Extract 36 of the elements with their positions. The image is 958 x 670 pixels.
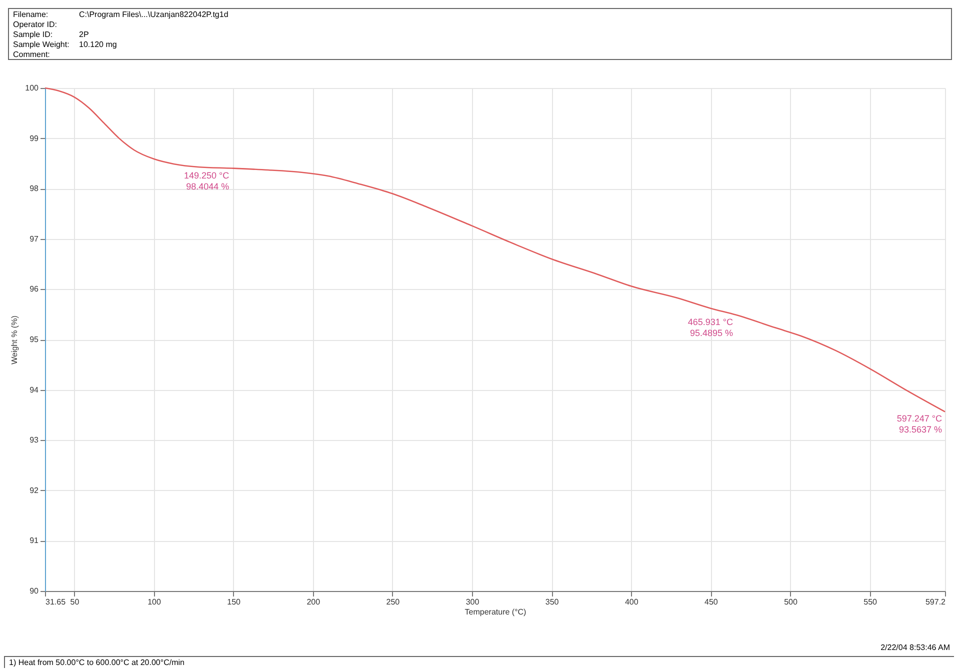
x-tick-label: 150 [227, 598, 242, 606]
y-tick-label: 92 [30, 486, 40, 495]
y-tick-label: 91 [30, 536, 40, 546]
x-tick-label: 550 [864, 598, 878, 606]
text: 1) Heat from 50.00°C to 600.00°C at 20.00°C/min [4, 656, 954, 668]
x-tick-label: 450 [704, 598, 718, 606]
x-tick-label: 400 [624, 598, 639, 606]
y-tick-label: 98 [30, 184, 40, 194]
text: 2/22/04 8:53:46 AM [880, 643, 950, 652]
y-tick-label: 96 [30, 284, 40, 294]
annotation: 149.250 °C 98.4044 % [184, 170, 230, 192]
x-tick-label: 300 [466, 598, 480, 606]
y-tick-label: 90 [30, 586, 40, 596]
x-tick-label: 250 [386, 598, 400, 606]
text: Sample Weight: 10.120 mg [13, 40, 117, 49]
x-tick-label: 100 [148, 598, 162, 606]
y-tick-label: 93 [30, 436, 40, 445]
text: Sample ID: 2P [13, 30, 89, 39]
y-tick-label: 100 [25, 84, 40, 92]
y-tick-label: 97 [30, 234, 40, 244]
x-tick-label: 597.2 [925, 598, 946, 606]
annotation: 465.931 °C 95.4895 % [688, 316, 734, 338]
x-axis-title: Temperature (°C) [464, 608, 527, 616]
x-tick-label: 500 [784, 598, 798, 606]
annotation: 597.247 °C 93.5637 % [896, 414, 942, 435]
x-tick-label: 200 [306, 598, 321, 606]
y-tick-label: 95 [30, 335, 40, 344]
y-tick-label: 94 [30, 385, 40, 394]
y-axis-title: Weight % (%) [10, 315, 20, 364]
text: Filename: C:\Program Files\...\Uzanjan822042P.tg1d [13, 10, 228, 19]
x-tick-label: 350 [545, 598, 560, 606]
y-tick-label: 99 [30, 134, 40, 143]
x-tick-label: 50 [70, 598, 80, 606]
x-tick-label: 31.65 [46, 598, 66, 606]
text: Comment: [13, 50, 51, 60]
text: Operator ID: [13, 20, 58, 30]
